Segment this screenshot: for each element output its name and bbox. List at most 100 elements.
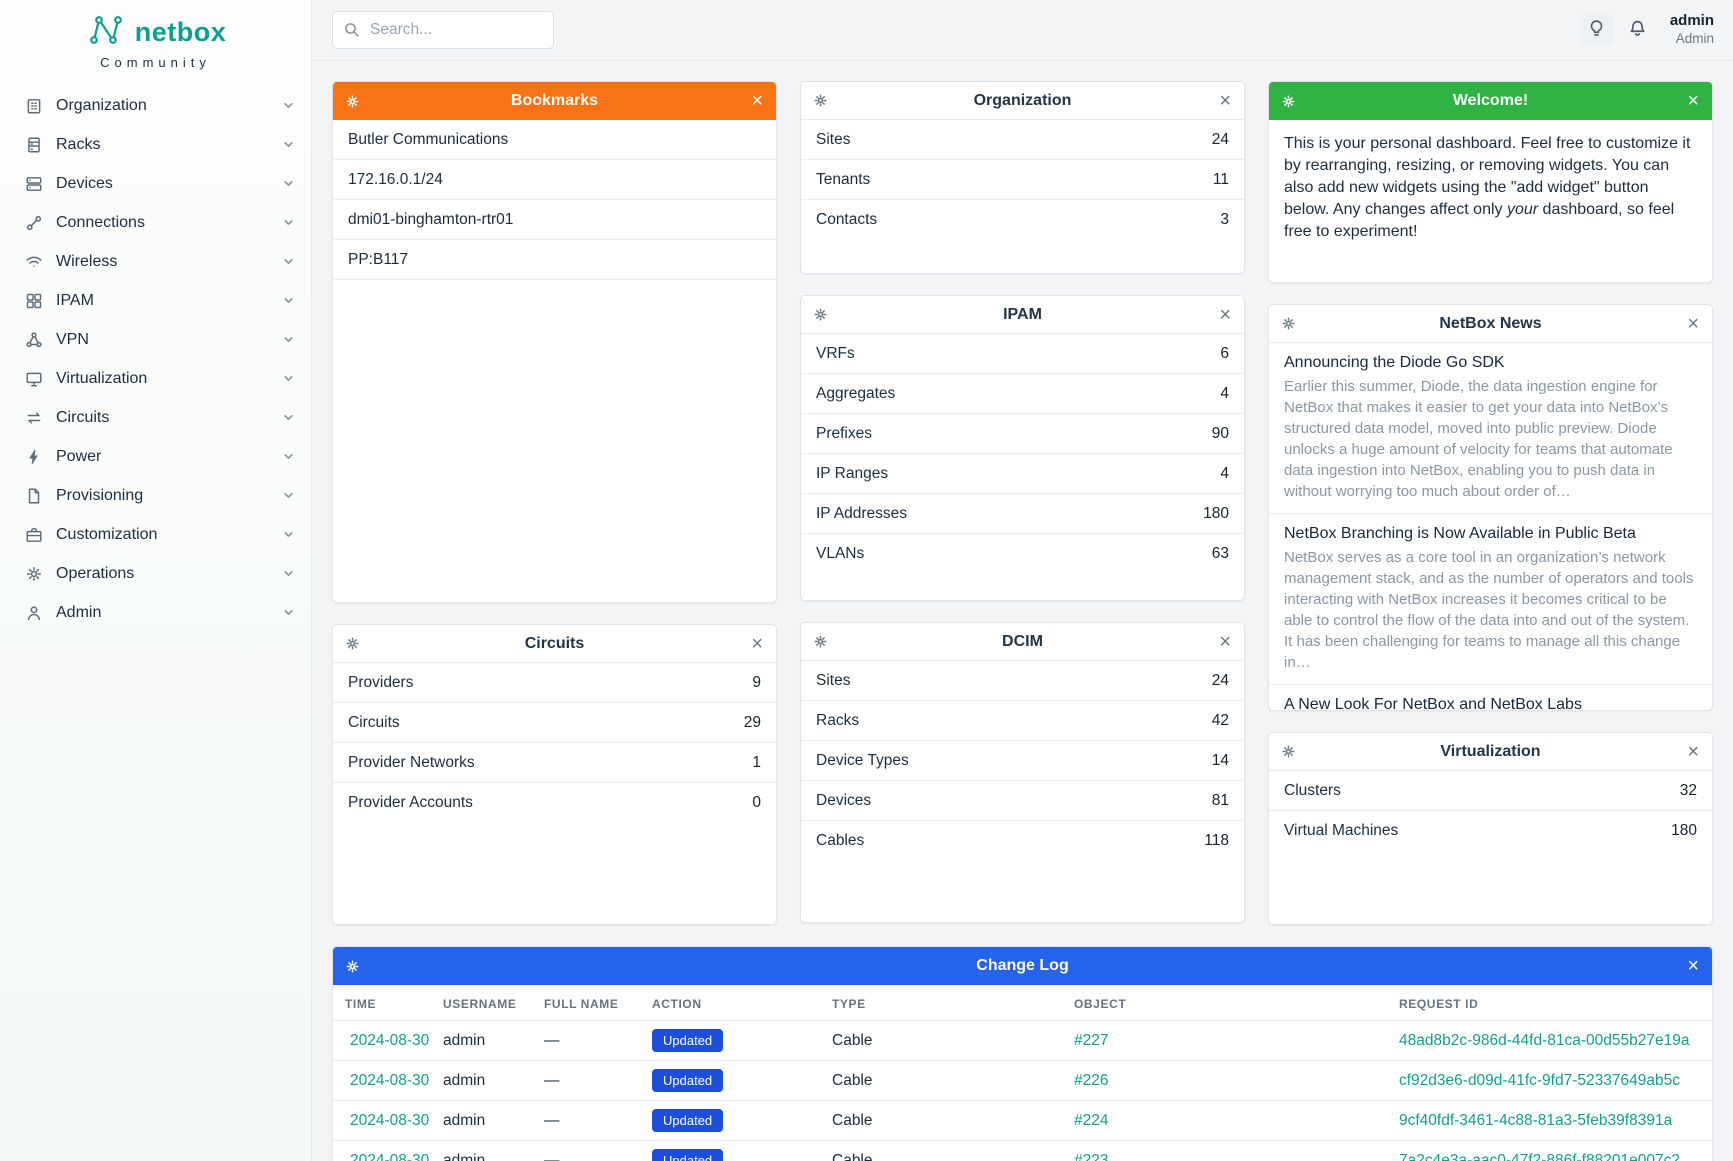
stat-label[interactable]: Cables [816, 832, 865, 849]
sidebar-item[interactable]: Provisioning [0, 476, 311, 515]
close-icon[interactable]: × [1219, 303, 1231, 326]
stat-label[interactable]: VLANs [816, 545, 865, 562]
chevron-down-icon [282, 567, 295, 580]
gear-icon[interactable] [345, 82, 360, 120]
stat-label[interactable]: IP Addresses [816, 504, 908, 522]
bookmark-link[interactable]: dmi01-binghamton-rtr01 [333, 200, 776, 240]
sidebar-item[interactable]: Racks [0, 125, 311, 164]
close-icon[interactable]: × [1687, 312, 1699, 335]
action-badge: Updated [652, 1149, 724, 1161]
close-icon[interactable]: × [1687, 955, 1699, 977]
stat-label[interactable]: Aggregates [816, 384, 896, 402]
sidebar-item[interactable]: Circuits [0, 398, 311, 437]
request-id-link[interactable]: 9cf40fdf-3461-4c88-81a3-5feb39f8391a [1399, 1111, 1673, 1129]
stat-row: Prefixes 90 [801, 414, 1244, 454]
close-icon[interactable]: × [1219, 630, 1231, 653]
stat-label[interactable]: Devices [816, 791, 872, 809]
ipam-grid-icon [24, 291, 44, 311]
sidebar-item[interactable]: Virtualization [0, 359, 311, 398]
bookmark-link[interactable]: 172.16.0.1/24 [333, 160, 776, 200]
sidebar-item[interactable]: Operations [0, 554, 311, 593]
theme-toggle-button[interactable] [1579, 14, 1614, 46]
stat-label[interactable]: Clusters [1284, 781, 1341, 799]
stat-label[interactable]: Contacts [816, 211, 878, 228]
sidebar-item[interactable]: Power [0, 437, 311, 476]
stat-label[interactable]: IP Ranges [816, 464, 889, 482]
notifications-button[interactable] [1621, 14, 1655, 46]
brand[interactable]: netbox Community [0, 0, 311, 76]
gear-icon[interactable] [813, 82, 828, 119]
request-id-link[interactable]: 7a2c4e3a-aac0-47f2-886f-f88201e007c2 [1399, 1151, 1680, 1161]
stat-value: 32 [1679, 781, 1697, 799]
close-icon[interactable]: × [751, 632, 763, 655]
gear-icon[interactable] [813, 296, 828, 333]
sidebar-item[interactable]: Connections [0, 203, 311, 242]
stat-label[interactable]: Sites [816, 130, 851, 148]
bookmark-link[interactable]: PP:B117 [333, 240, 776, 280]
stat-row: Circuits 29 [333, 703, 776, 743]
netbox-news-widget: NetBox News × Announcing the Diode Go SD… [1268, 304, 1713, 711]
stat-label[interactable]: Provider Accounts [348, 794, 473, 811]
stat-label[interactable]: Tenants [816, 170, 871, 188]
object-link[interactable]: #224 [1074, 1111, 1109, 1129]
gear-icon[interactable] [1281, 733, 1296, 770]
time-link[interactable]: 2024-08-30 18:48 [350, 1031, 431, 1049]
action-badge: Updated [652, 1109, 724, 1132]
user-menu[interactable]: admin Admin [1670, 12, 1714, 48]
close-icon[interactable]: × [1687, 740, 1699, 763]
stat-label[interactable]: Sites [816, 671, 851, 689]
gear-icon[interactable] [1281, 82, 1296, 120]
sidebar-item-label: Connections [56, 213, 145, 231]
stat-value: 180 [1203, 504, 1229, 522]
stat-label[interactable]: VRFs [816, 344, 855, 362]
sidebar-item-label: Power [56, 447, 102, 465]
gear-icon[interactable] [1281, 305, 1296, 342]
stat-label[interactable]: Provider Networks [348, 753, 475, 771]
time-link[interactable]: 2024-08-30 18:47 [350, 1151, 431, 1161]
sidebar-item[interactable]: Organization [0, 86, 311, 125]
dcim-widget: DCIM × Sites 24 Racks [800, 622, 1245, 923]
stat-value: 11 [1212, 170, 1229, 188]
dashboard-column-2: Organization × Sites 24 Tenants [800, 81, 1245, 946]
stat-label[interactable]: Circuits [348, 713, 400, 731]
bookmark-link[interactable]: Butler Communications [333, 120, 776, 160]
welcome-text-italic: your [1506, 200, 1539, 218]
stat-value: 42 [1211, 711, 1229, 729]
sidebar-item[interactable]: Devices [0, 164, 311, 203]
search-icon [343, 21, 360, 43]
stat-label[interactable]: Racks [816, 711, 860, 729]
stat-label[interactable]: Virtual Machines [1284, 822, 1399, 839]
ipam-widget: IPAM × VRFs 6 Aggregates [800, 295, 1245, 601]
dashboard: Bookmarks × Butler Communications 172.16… [312, 61, 1733, 1161]
request-id-link[interactable]: 48ad8b2c-986d-44fd-81ca-00d55b27e19a [1399, 1031, 1690, 1049]
sidebar-item[interactable]: Wireless [0, 242, 311, 281]
stat-row: IP Ranges 4 [801, 454, 1244, 494]
stat-value: 90 [1211, 424, 1229, 442]
object-link[interactable]: #227 [1074, 1031, 1109, 1049]
sidebar-item[interactable]: Admin [0, 593, 311, 632]
close-icon[interactable]: × [751, 90, 763, 112]
sidebar-item-label: Racks [56, 135, 101, 153]
time-link[interactable]: 2024-08-30 18:48 [350, 1071, 431, 1089]
sidebar-item[interactable]: VPN [0, 320, 311, 359]
sidebar-item[interactable]: IPAM [0, 281, 311, 320]
object-link[interactable]: #226 [1074, 1071, 1109, 1089]
stat-label[interactable]: Prefixes [816, 424, 872, 442]
request-id-link[interactable]: cf92d3e6-d09d-41fc-9fd7-52337649ab5c [1399, 1071, 1680, 1089]
news-item-title[interactable]: A New Look For NetBox and NetBox Labs [1284, 696, 1582, 711]
gear-icon[interactable] [345, 625, 360, 662]
time-link[interactable]: 2024-08-30 18:48 [350, 1111, 431, 1129]
gear-icon[interactable] [813, 623, 828, 660]
sidebar-item[interactable]: Customization [0, 515, 311, 554]
object-link[interactable]: #223 [1074, 1151, 1109, 1161]
stat-label[interactable]: Providers [348, 673, 414, 691]
close-icon[interactable]: × [1687, 90, 1699, 112]
netbox-logo-icon [85, 13, 127, 52]
search-input[interactable] [332, 11, 554, 49]
gear-icon[interactable] [345, 947, 360, 985]
news-item-title[interactable]: NetBox Branching is Now Available in Pub… [1284, 525, 1636, 542]
news-item-title[interactable]: Announcing the Diode Go SDK [1284, 354, 1505, 371]
stat-row: Devices 81 [801, 781, 1244, 821]
close-icon[interactable]: × [1219, 89, 1231, 112]
stat-label[interactable]: Device Types [816, 751, 909, 769]
